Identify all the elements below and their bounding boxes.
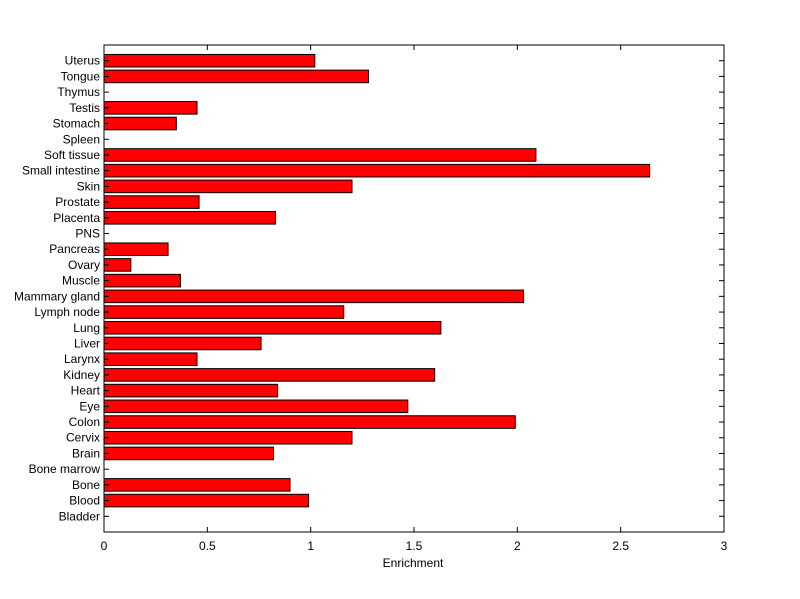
y-tick-label: Thymus (57, 85, 100, 99)
y-tick-label: Ovary (68, 258, 100, 272)
y-tick-label: Lymph node (34, 305, 100, 319)
y-tick-label: Bone marrow (29, 462, 101, 476)
bar-pancreas (103, 242, 169, 257)
y-tick-label: Heart (71, 384, 101, 398)
bar-soft-tissue (103, 148, 537, 162)
y-tick-label: Kidney (63, 368, 100, 382)
y-tick-label: Colon (69, 415, 100, 429)
bar-testis (103, 101, 198, 115)
bar-cervix (103, 430, 353, 445)
bar-mammary-gland (103, 289, 525, 304)
bar-kidney (103, 368, 436, 382)
y-tick-label: Placenta (53, 211, 100, 225)
bar-brain (103, 446, 274, 461)
y-tick-label: Larynx (64, 352, 100, 366)
bar-placenta (103, 211, 277, 225)
bar-skin (103, 179, 353, 194)
y-tick-label: Prostate (55, 195, 100, 209)
x-tick-label: 2.5 (612, 539, 629, 553)
bar-prostate (103, 195, 200, 209)
x-tick-label: 0 (101, 539, 108, 553)
x-axis-ticks: 0 0.5 1 1.5 2 2.5 3 (101, 45, 728, 553)
y-tick-label: Spleen (63, 132, 100, 146)
y-tick-label: Testis (69, 101, 100, 115)
bar-bone (103, 478, 291, 492)
x-axis-title: Enrichment (383, 556, 444, 570)
y-tick-label: Muscle (62, 274, 100, 288)
bar-lymph-node (103, 305, 345, 319)
y-tick-label: Bladder (59, 509, 100, 523)
bar-colon (103, 415, 516, 429)
y-tick-label: Brain (72, 446, 100, 460)
y-tick-label: Pancreas (49, 242, 100, 256)
x-tick-label: 1.5 (406, 539, 423, 553)
bars-group (103, 53, 651, 508)
y-tick-label: Blood (69, 494, 100, 508)
y-tick-label: Lung (73, 321, 100, 335)
y-tick-label: Mammary gland (14, 289, 100, 303)
y-tick-label: PNS (75, 227, 100, 241)
y-tick-label: Tongue (61, 69, 101, 83)
y-tick-label: Stomach (53, 117, 100, 131)
bar-larynx (103, 352, 198, 366)
y-tick-label: Skin (77, 179, 100, 193)
x-tick-label: 0.5 (199, 539, 216, 553)
bar-eye (103, 399, 409, 414)
bar-liver (103, 336, 262, 351)
bar-muscle (103, 273, 181, 288)
y-tick-label: Bone (72, 478, 100, 492)
x-tick-label: 3 (721, 539, 728, 553)
x-tick-label: 2 (514, 539, 521, 553)
y-tick-label: Eye (79, 399, 100, 413)
bar-small-intestine (103, 163, 651, 178)
y-tick-label: Soft tissue (44, 148, 100, 162)
bar-uterus (103, 53, 316, 68)
y-tick-label: Liver (74, 336, 100, 350)
y-tick-label: Uterus (65, 54, 100, 68)
y-tick-label: Cervix (66, 431, 100, 445)
bar-blood (103, 493, 310, 508)
y-tick-label: Small intestine (22, 164, 100, 178)
bar-tongue (103, 69, 370, 84)
bar-heart (103, 383, 279, 398)
x-tick-label: 1 (307, 539, 314, 553)
bar-lung (103, 320, 442, 335)
bar-stomach (103, 116, 177, 131)
